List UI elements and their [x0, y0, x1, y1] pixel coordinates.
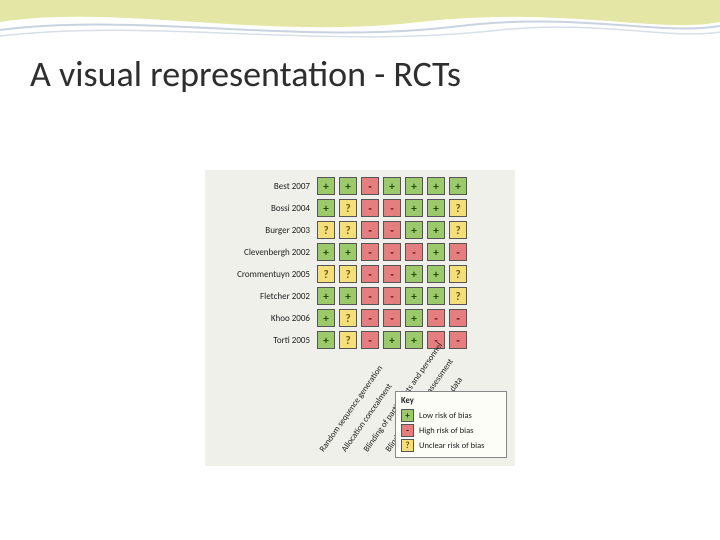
- risk-cell: -: [383, 243, 401, 261]
- legend-row: -High risk of bias: [401, 424, 501, 437]
- legend-swatch: +: [401, 409, 414, 422]
- risk-cell: +: [317, 177, 335, 195]
- row-label: Crommentuyn 2005: [213, 269, 315, 280]
- risk-cell: +: [383, 177, 401, 195]
- risk-cell: +: [427, 199, 445, 217]
- risk-cell: +: [405, 309, 423, 327]
- legend-label: Low risk of bias: [419, 411, 472, 421]
- risk-cell: +: [339, 243, 357, 261]
- slide: A visual representation - RCTs Best 2007…: [0, 0, 720, 540]
- risk-cell: +: [449, 177, 467, 195]
- risk-cell: -: [361, 287, 379, 305]
- row-label: Burger 2003: [213, 225, 315, 236]
- risk-cell: +: [427, 177, 445, 195]
- risk-cell: -: [361, 265, 379, 283]
- slide-title: A visual representation - RCTs: [30, 52, 461, 96]
- risk-cell: -: [427, 309, 445, 327]
- risk-cell: -: [405, 243, 423, 261]
- risk-cell: ?: [449, 199, 467, 217]
- risk-cell: +: [317, 199, 335, 217]
- risk-cell: +: [427, 265, 445, 283]
- risk-cell: -: [383, 221, 401, 239]
- risk-cell: -: [361, 331, 379, 349]
- legend-title: Key: [401, 396, 501, 406]
- risk-cell: +: [405, 199, 423, 217]
- legend-swatch: -: [401, 424, 414, 437]
- risk-cell: -: [383, 199, 401, 217]
- risk-cell: ?: [449, 265, 467, 283]
- risk-cell: +: [405, 265, 423, 283]
- risk-cell: ?: [449, 221, 467, 239]
- row-label: Khoo 2006: [213, 313, 315, 324]
- risk-cell: -: [361, 243, 379, 261]
- risk-cell: -: [361, 177, 379, 195]
- risk-cell: +: [317, 309, 335, 327]
- risk-cell: +: [405, 221, 423, 239]
- risk-cell: -: [449, 309, 467, 327]
- risk-cell: +: [427, 221, 445, 239]
- decorative-wave: [0, 0, 720, 48]
- risk-cell: ?: [339, 199, 357, 217]
- row-label: Fletcher 2002: [213, 291, 315, 302]
- risk-cell: ?: [449, 287, 467, 305]
- risk-cell: ?: [317, 265, 335, 283]
- risk-cell: ?: [339, 265, 357, 283]
- risk-cell: -: [449, 331, 467, 349]
- risk-cell: -: [361, 199, 379, 217]
- row-label: Bossi 2004: [213, 203, 315, 214]
- row-label: Clevenbergh 2002: [213, 247, 315, 258]
- risk-cell: +: [405, 177, 423, 195]
- risk-cell: +: [317, 331, 335, 349]
- risk-cell: -: [383, 287, 401, 305]
- risk-cell: ?: [339, 331, 357, 349]
- risk-cell: +: [339, 177, 357, 195]
- risk-cell: +: [427, 243, 445, 261]
- risk-cell: -: [383, 309, 401, 327]
- legend-label: Unclear risk of bias: [419, 441, 485, 451]
- legend-row: ? Unclear risk of bias: [401, 439, 501, 452]
- risk-cell: -: [361, 221, 379, 239]
- legend-swatch: ?: [401, 439, 414, 452]
- risk-cell: +: [383, 331, 401, 349]
- risk-cell: +: [317, 243, 335, 261]
- risk-cell: -: [383, 265, 401, 283]
- risk-cell: +: [317, 287, 335, 305]
- risk-cell: ?: [317, 221, 335, 239]
- risk-cell: +: [427, 287, 445, 305]
- row-label: Torti 2005: [213, 335, 315, 346]
- legend: Key +Low risk of bias-High risk of bias?…: [395, 391, 507, 458]
- risk-cell: -: [361, 309, 379, 327]
- legend-row: + Low risk of bias: [401, 409, 501, 422]
- row-label: Best 2007: [213, 181, 315, 192]
- risk-cell: ?: [339, 221, 357, 239]
- risk-cell: -: [449, 243, 467, 261]
- risk-cell: +: [405, 331, 423, 349]
- risk-cell: +: [339, 287, 357, 305]
- risk-of-bias-chart: Best 2007++-++++Bossi 2004+?--++?Burger …: [205, 170, 515, 466]
- risk-cell: +: [405, 287, 423, 305]
- legend-label: High risk of bias: [419, 426, 473, 436]
- risk-cell: ?: [339, 309, 357, 327]
